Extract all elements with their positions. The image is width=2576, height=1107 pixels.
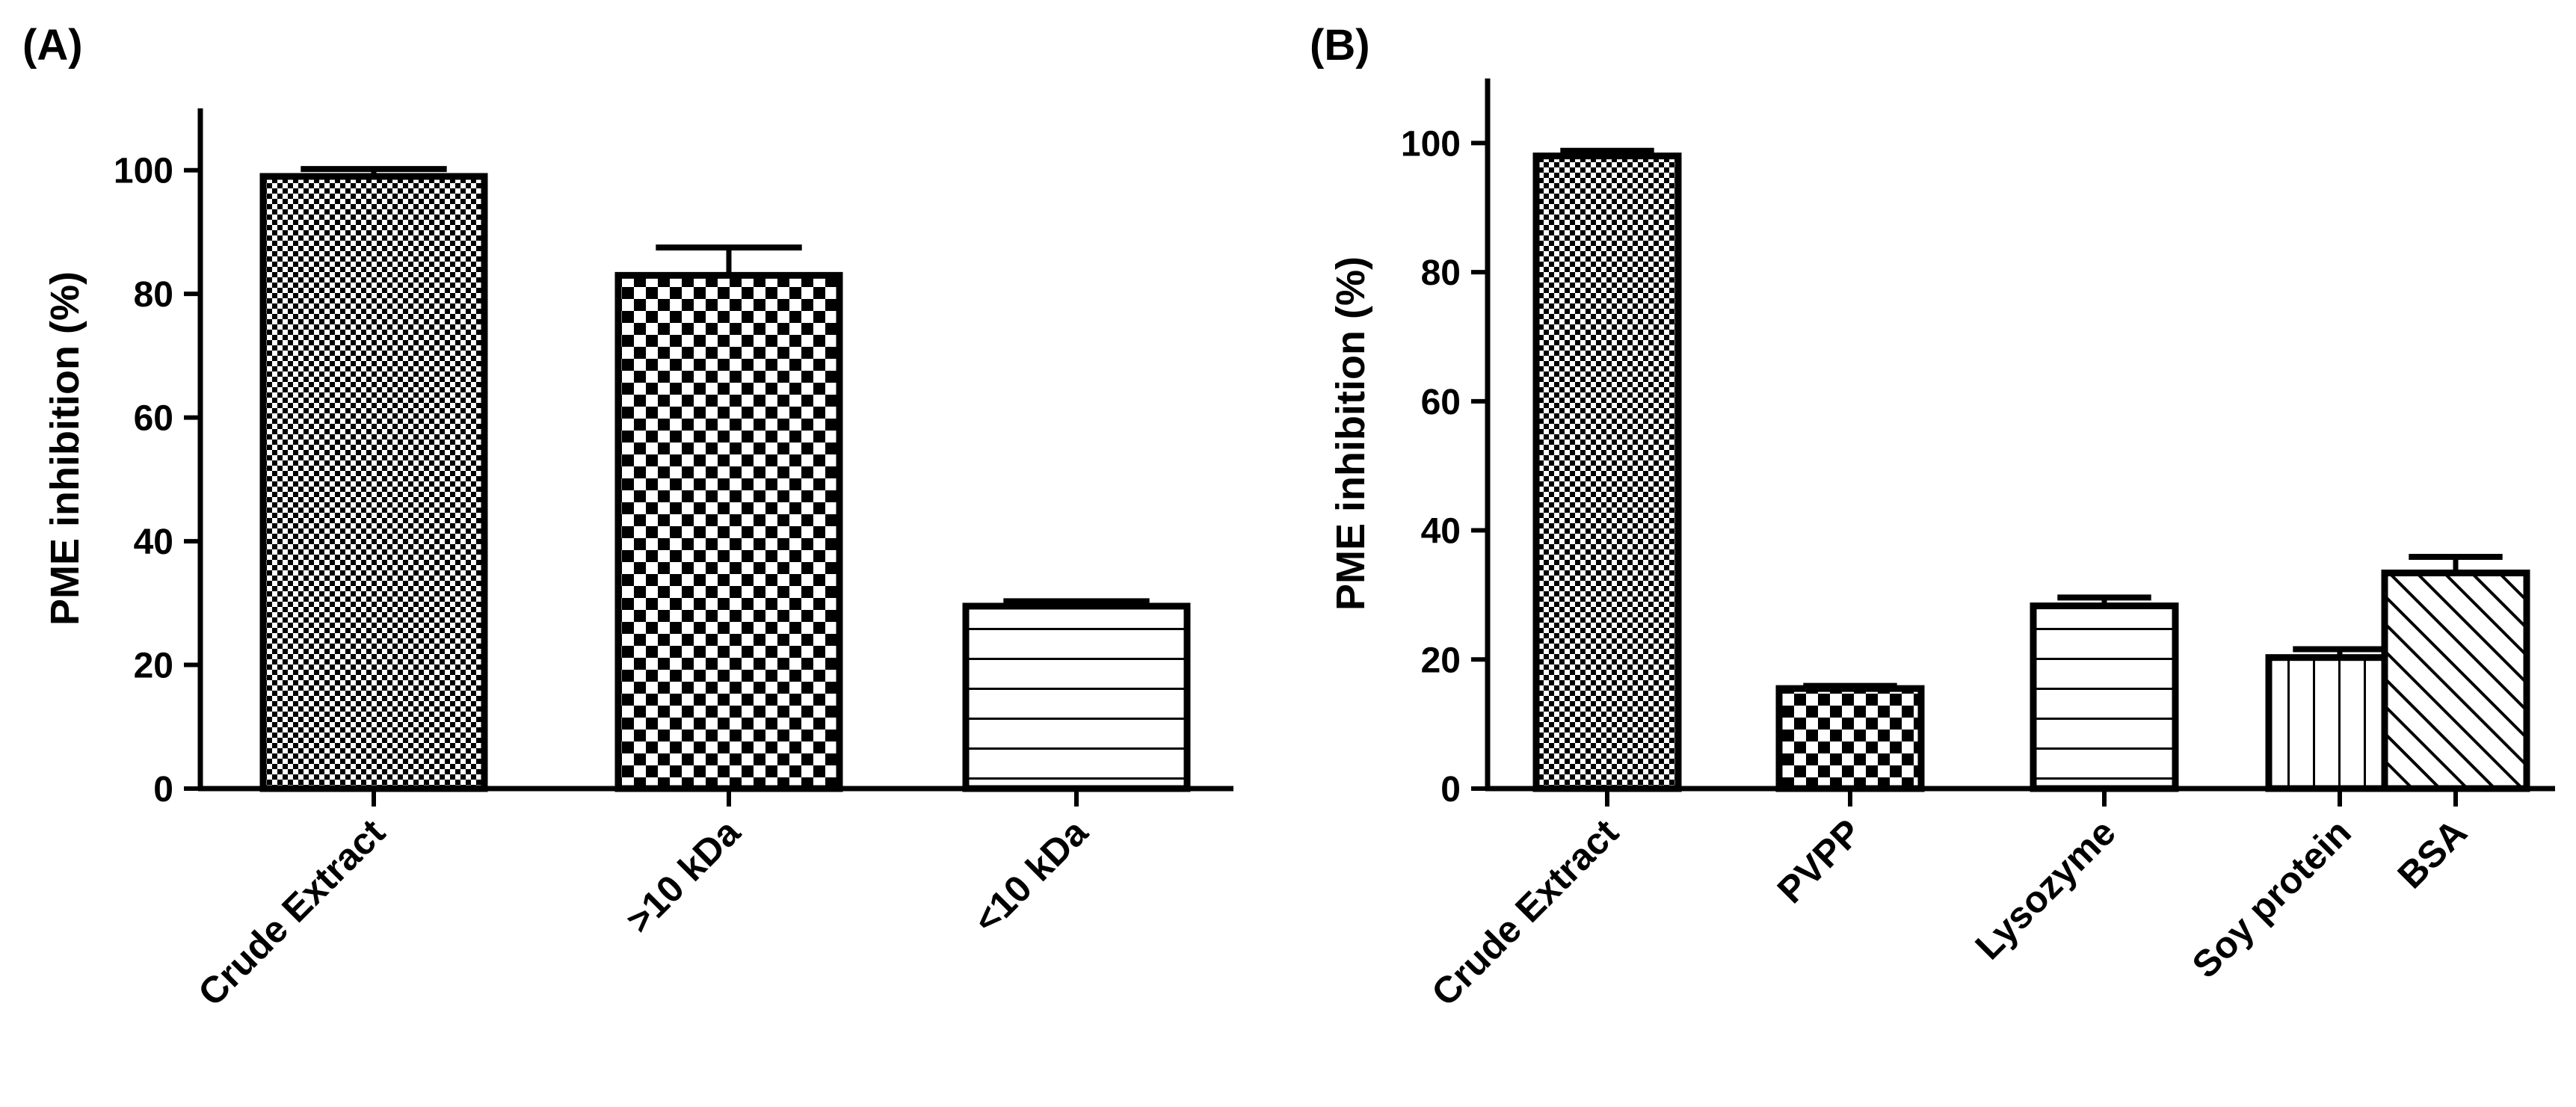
x-tick-label: PVPP: [1769, 811, 1870, 911]
y-tick-label: 0: [153, 770, 173, 810]
panel-label: (A): [22, 21, 83, 70]
y-tick-label: 60: [134, 399, 173, 439]
y-tick-label: 60: [1421, 383, 1461, 422]
y-tick-label: 20: [1421, 641, 1461, 680]
y-axis-label: PME inhibition (%): [43, 271, 87, 626]
x-tick-label: BSA: [2390, 811, 2475, 896]
y-axis-label: PME inhibition (%): [1328, 256, 1373, 611]
bar: [259, 173, 488, 792]
bar: [962, 602, 1191, 792]
y-tick-label: 80: [134, 275, 173, 315]
panel-b: (B) PME inhibition (%) 0 20 40 60 80 100 Crude E…: [1310, 21, 2555, 1014]
bar: [2030, 602, 2179, 792]
x-tick-label: >10 kDa: [618, 810, 749, 941]
y-tick-label: 20: [134, 647, 173, 686]
y-tick-label: 40: [134, 522, 173, 562]
panel-a: (A) PME inhibition (%) 0 20 40 60 80 100 Crude E…: [22, 21, 1233, 1014]
y-tick-label: 0: [1440, 770, 1461, 810]
y-tick-label: 100: [114, 152, 173, 191]
bar: [1532, 152, 1682, 792]
x-tick-label: Lysozyme: [1968, 811, 2124, 967]
x-tick-label: <10 kDa: [966, 810, 1097, 941]
x-tick-label: Soy protein: [2184, 811, 2359, 986]
y-tick-label: 40: [1421, 512, 1461, 552]
x-tick-label: Crude Extract: [190, 811, 393, 1014]
bar: [614, 271, 843, 792]
y-tick-label: 80: [1421, 253, 1461, 293]
panel-label: (B): [1310, 21, 1370, 70]
x-tick-label: Crude Extract: [1423, 811, 1627, 1014]
bar: [2381, 570, 2530, 792]
bar: [1775, 685, 1925, 792]
y-tick-label: 100: [1401, 124, 1461, 164]
